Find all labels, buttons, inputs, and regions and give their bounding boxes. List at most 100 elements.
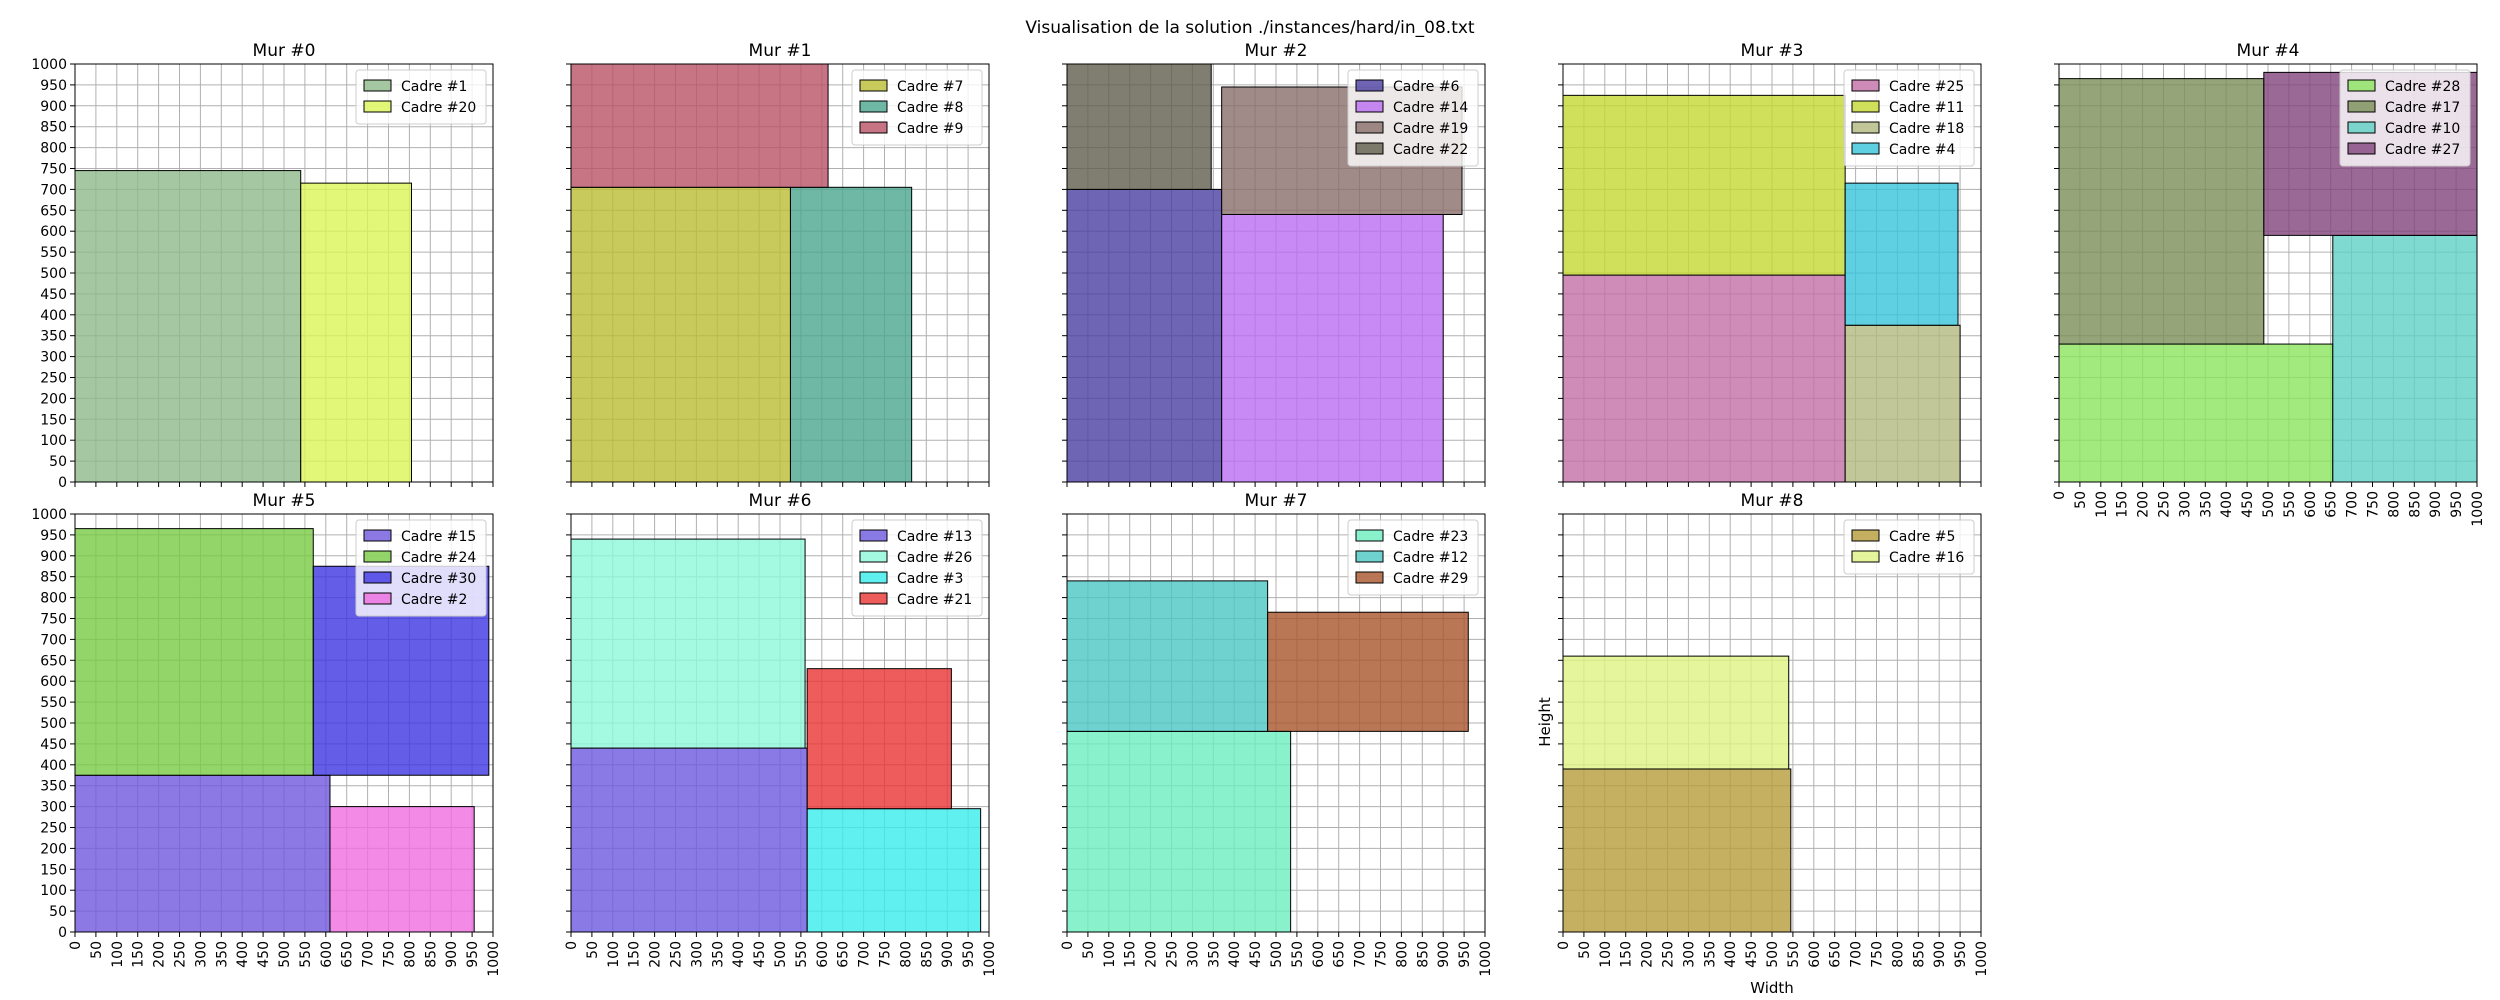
x-tick-label: 600: [2303, 491, 2319, 518]
wall-plot: Mur #2 Cadre #6 Cadre #14 Cadre #19 Cadre #2…: [1062, 41, 1486, 487]
x-tick-label: 850: [423, 941, 439, 968]
x-tick-label: 100: [606, 941, 622, 968]
x-tick-label: 350: [1702, 941, 1718, 968]
x-tick-label: 950: [1953, 941, 1969, 968]
x-tick-label: 250: [173, 941, 189, 968]
x-tick-label: 0: [1556, 941, 1572, 950]
x-tick-label: 50: [1577, 941, 1593, 959]
legend-swatch: [2347, 121, 2376, 134]
x-tick-label: 200: [2136, 491, 2152, 518]
legend-box: [851, 519, 983, 617]
y-tick-label: 200: [40, 841, 67, 857]
y-tick-label: 400: [40, 308, 67, 324]
x-tick-label: 100: [1102, 941, 1118, 968]
frame-rect: [1267, 611, 1469, 732]
legend-box: [1843, 69, 1975, 167]
wall-title: Mur #6: [749, 491, 812, 511]
y-tick-label: 50: [49, 904, 67, 920]
legend-box: [1347, 69, 1479, 167]
legend-label: Cadre #26: [897, 550, 972, 566]
y-tick-label: 150: [40, 412, 67, 428]
y-tick-label: 500: [40, 266, 67, 282]
frame-rect: [2332, 234, 2478, 483]
x-tick-label: 900: [940, 941, 956, 968]
legend-box: [2339, 69, 2471, 167]
x-tick-label: 300: [193, 941, 209, 968]
wall-title: Mur #2: [1245, 41, 1308, 61]
legend-label: Cadre #19: [1393, 121, 1468, 137]
frame-rect: [1066, 580, 1269, 732]
x-tick-label: 550: [298, 941, 314, 968]
x-tick-label: 500: [1765, 941, 1781, 968]
x-tick-label: 800: [1890, 941, 1906, 968]
frame-rect: [2058, 78, 2265, 345]
legend-label: Cadre #15: [401, 529, 476, 545]
y-tick-label: 950: [40, 78, 67, 94]
x-tick-label: 800: [2386, 491, 2402, 518]
x-tick-label: 300: [1681, 941, 1697, 968]
frame-rect: [1066, 63, 1212, 190]
frame-rect: [74, 774, 331, 933]
x-tick-label: 950: [2449, 491, 2465, 518]
wall-plot: Mur #1 Cadre #7 Cadre #8 Cadre #9: [566, 41, 990, 487]
y-tick-label: 1000: [31, 507, 67, 523]
frame-rect: [570, 186, 791, 483]
legend-label: Cadre #16: [1889, 550, 1964, 566]
x-tick-label: 600: [815, 941, 831, 968]
legend-swatch: [363, 592, 392, 605]
legend-label: Cadre #6: [1393, 79, 1459, 95]
frame-rect: [74, 170, 302, 483]
y-tick-label: 100: [40, 433, 67, 449]
y-tick-label: 600: [40, 674, 67, 690]
x-tick-label: 750: [2366, 491, 2382, 518]
legend-swatch: [1355, 571, 1384, 584]
x-tick-label: 150: [627, 941, 643, 968]
legend-label: Cadre #11: [1889, 100, 1964, 116]
y-tick-label: 650: [40, 653, 67, 669]
x-tick-label: 0: [564, 941, 580, 950]
x-tick-label: 350: [710, 941, 726, 968]
legend-label: Cadre #27: [2385, 142, 2460, 158]
legend-swatch: [1851, 142, 1880, 155]
x-tick-label: 1000: [1478, 941, 1494, 977]
frame-rect: [1562, 655, 1790, 770]
legend-swatch: [1355, 142, 1384, 155]
frame-rect: [1221, 213, 1444, 483]
x-tick-label: 550: [794, 941, 810, 968]
x-tick-label: 800: [402, 941, 418, 968]
frame-rect: [1066, 188, 1223, 483]
y-tick-label: 700: [40, 182, 67, 198]
legend-swatch: [859, 79, 888, 92]
x-tick-label: 150: [2115, 491, 2131, 518]
frame-rect: [570, 747, 808, 933]
y-tick-label: 0: [58, 925, 67, 941]
y-tick-label: 800: [40, 591, 67, 607]
x-tick-label: 650: [1332, 941, 1348, 968]
legend-swatch: [859, 571, 888, 584]
legend-label: Cadre #18: [1889, 121, 1964, 137]
x-tick-label: 350: [1206, 941, 1222, 968]
legend-label: Cadre #10: [2385, 121, 2460, 137]
wall-plot: Mur #50050501001001501502002002502503003…: [31, 491, 502, 977]
frame-rect: [1562, 274, 1846, 483]
legend-label: Cadre #25: [1889, 79, 1964, 95]
frame-rect: [806, 668, 952, 810]
x-tick-label: 250: [1661, 941, 1677, 968]
frame-rect: [1562, 768, 1792, 933]
y-tick-label: 600: [40, 224, 67, 240]
legend-swatch: [1355, 79, 1384, 92]
x-tick-label: 650: [340, 941, 356, 968]
x-tick-label: 1000: [1974, 941, 1990, 977]
x-tick-label: 700: [1353, 941, 1369, 968]
legend-swatch: [363, 571, 392, 584]
y-tick-label: 550: [40, 245, 67, 261]
x-tick-label: 150: [1619, 941, 1635, 968]
y-tick-label: 700: [40, 632, 67, 648]
legend-swatch: [1851, 121, 1880, 134]
y-tick-label: 400: [40, 758, 67, 774]
x-tick-label: 0: [1060, 941, 1076, 950]
y-tick-label: 350: [40, 329, 67, 345]
x-tick-label: 0: [68, 941, 84, 950]
y-tick-label: 950: [40, 528, 67, 544]
y-tick-label: 100: [40, 883, 67, 899]
